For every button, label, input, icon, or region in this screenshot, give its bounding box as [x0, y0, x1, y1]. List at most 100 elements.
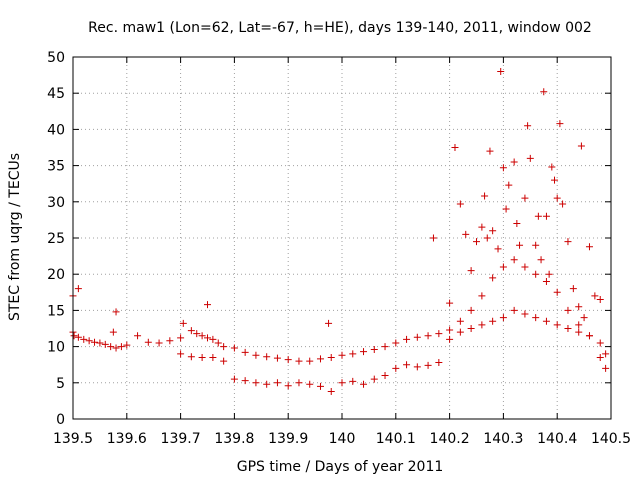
data-point: [177, 334, 185, 342]
data-point: [306, 357, 314, 365]
data-point: [553, 288, 561, 296]
data-point: [96, 339, 104, 347]
x-tick-label: 140.3: [483, 431, 523, 447]
y-tick-label: 40: [47, 122, 65, 138]
data-point: [564, 238, 572, 246]
data-point: [532, 314, 540, 322]
data-point: [446, 299, 454, 307]
data-point: [403, 335, 411, 343]
data-point: [392, 339, 400, 347]
data-point: [204, 334, 211, 342]
data-point: [575, 303, 583, 311]
data-point: [204, 301, 211, 309]
y-tick-label: 35: [47, 159, 65, 175]
data-point: [85, 337, 93, 345]
data-point: [499, 263, 507, 271]
data-point: [209, 335, 217, 343]
data-point: [325, 319, 333, 327]
data-point: [540, 88, 548, 96]
y-tick-label: 45: [47, 86, 65, 102]
x-tick-label: 139.9: [268, 431, 308, 447]
data-point: [521, 263, 529, 271]
data-point: [505, 181, 513, 189]
data-point: [338, 379, 346, 387]
data-point: [499, 164, 507, 172]
data-point: [112, 344, 120, 352]
data-point: [542, 212, 550, 220]
data-point: [327, 353, 335, 361]
data-point: [273, 379, 281, 387]
data-point: [177, 350, 185, 358]
data-point: [532, 270, 540, 278]
data-point: [532, 241, 540, 249]
data-point: [338, 351, 346, 359]
data-point: [467, 267, 475, 275]
chart-title: Rec. maw1 (Lon=62, Lat=-67, h=HE), days …: [88, 20, 592, 36]
data-point: [187, 353, 195, 361]
data-point: [74, 333, 82, 341]
data-point: [499, 314, 507, 322]
data-point: [284, 356, 292, 364]
data-point: [521, 194, 529, 202]
data-point: [446, 335, 454, 343]
data-point: [435, 359, 443, 367]
data-point: [193, 330, 201, 338]
data-point: [316, 382, 324, 390]
data-point: [483, 234, 491, 242]
data-point: [263, 353, 271, 361]
data-point: [551, 176, 559, 184]
data-point: [451, 144, 459, 151]
data-point: [446, 326, 454, 334]
data-point: [591, 292, 599, 300]
data-point: [456, 328, 464, 336]
data-point: [534, 212, 542, 220]
grid-lines: [73, 57, 611, 419]
data-point: [462, 230, 470, 238]
data-point: [494, 245, 502, 253]
data-point: [478, 321, 486, 329]
data-point: [70, 332, 78, 340]
x-tick-label: 139.6: [107, 431, 147, 447]
x-tick-label: 139.8: [214, 431, 254, 447]
data-point: [467, 325, 475, 332]
y-tick-label: 0: [56, 412, 65, 428]
data-point: [252, 351, 260, 359]
data-point: [109, 328, 117, 336]
data-point: [602, 364, 610, 372]
plot-frame: [72, 56, 612, 420]
data-point: [101, 340, 109, 348]
data-point: [424, 361, 432, 369]
data-point: [510, 256, 518, 264]
data-point: [370, 345, 378, 353]
x-tick-label: 140: [329, 431, 356, 447]
data-point: [564, 325, 572, 332]
y-tick-label: 25: [47, 231, 65, 247]
data-point: [123, 341, 131, 349]
data-point: [144, 338, 152, 346]
data-point: [306, 380, 314, 388]
data-point: [209, 353, 217, 361]
data-point: [585, 243, 593, 251]
data-point: [559, 200, 567, 208]
data-point: [456, 200, 464, 208]
x-axis-label: GPS time / Days of year 2011: [237, 459, 444, 475]
data-point: [429, 234, 437, 242]
data-point: [516, 241, 524, 249]
data-point: [117, 343, 125, 351]
data-point: [198, 332, 206, 340]
y-tick-label: 50: [47, 50, 65, 66]
data-point: [596, 296, 604, 304]
data-point: [502, 205, 510, 213]
data-point: [526, 154, 534, 162]
data-point: [91, 338, 99, 346]
data-point: [521, 310, 529, 318]
data-point: [435, 330, 443, 338]
x-tick-label: 140.5: [591, 431, 631, 447]
data-point: [74, 285, 82, 293]
data-point: [220, 343, 228, 351]
data-points: [69, 67, 610, 395]
data-point: [537, 256, 545, 264]
data-point: [489, 317, 497, 325]
data-point: [241, 377, 249, 385]
